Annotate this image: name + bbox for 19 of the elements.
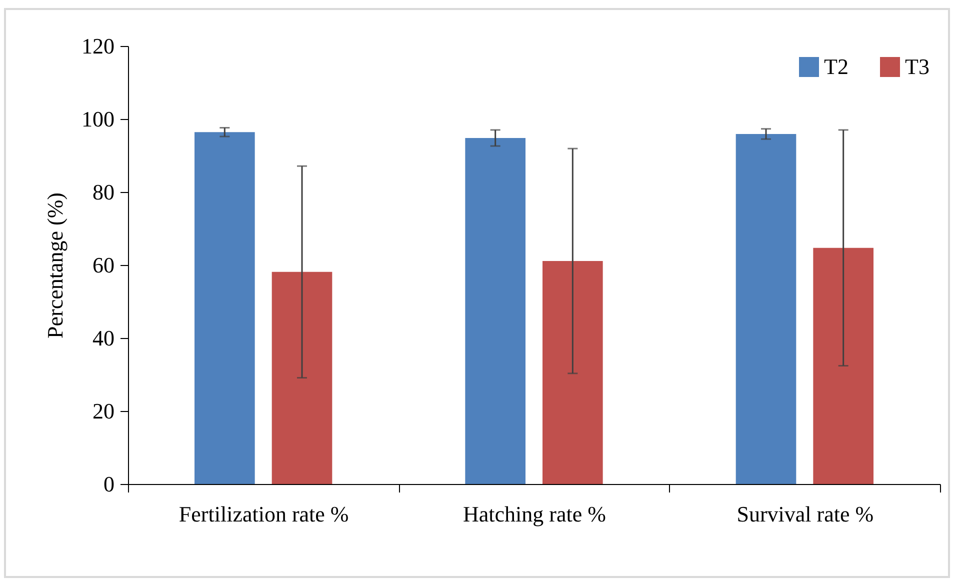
y-tick-label: 60 [92, 252, 114, 278]
x-tick-label: Hatching rate % [463, 502, 606, 526]
legend-label: T3 [905, 54, 930, 79]
bar [813, 248, 874, 484]
bar [736, 134, 796, 484]
y-tick-label: 100 [82, 106, 114, 132]
bar [194, 132, 255, 484]
y-tick-label: 0 [104, 472, 114, 496]
y-tick-label: 20 [92, 398, 114, 424]
y-tick-label: 40 [92, 326, 114, 350]
bar [272, 272, 332, 484]
y-axis-title: Percentange (%) [42, 192, 68, 338]
legend-label: T2 [824, 54, 848, 79]
y-tick-label: 120 [82, 34, 114, 58]
bar [465, 138, 526, 484]
bar [542, 260, 603, 484]
y-tick-label: 80 [92, 180, 114, 204]
x-tick-label: Fertilization rate % [178, 502, 349, 526]
x-tick-label: Survival rate % [736, 502, 874, 526]
